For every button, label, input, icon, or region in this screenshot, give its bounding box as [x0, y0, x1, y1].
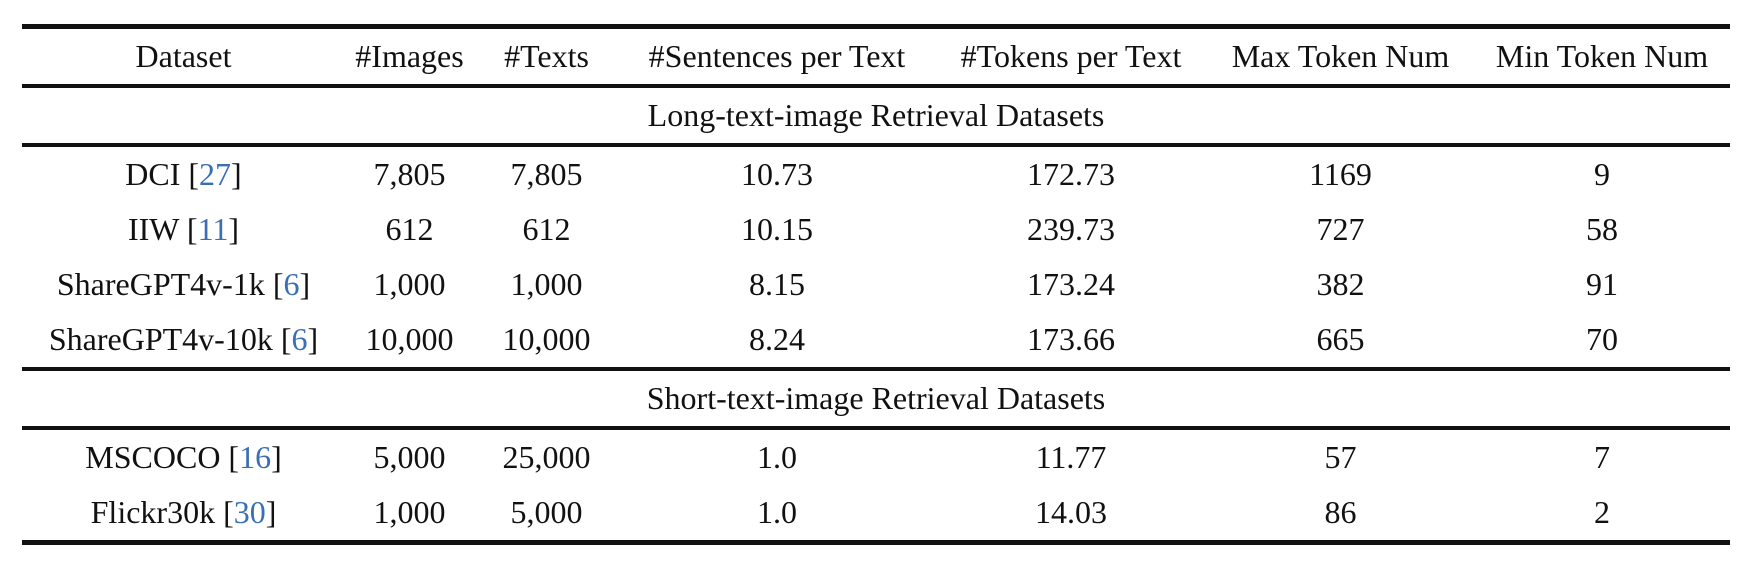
min-tokens-cell: 58 — [1586, 211, 1618, 247]
min-tokens-cell: 70 — [1586, 321, 1618, 357]
images-cell: 1,000 — [373, 266, 446, 302]
header-tokens: #Tokens per Text — [960, 38, 1182, 74]
header-row: Dataset #Images #Texts #Sentences per Te… — [22, 29, 1730, 84]
tokens-cell: 14.03 — [1035, 494, 1107, 530]
dataset-cell: Flickr30k [30] — [90, 494, 277, 530]
max-tokens-cell: 1169 — [1309, 156, 1372, 192]
header-rule — [22, 84, 1730, 88]
dataset-name: Flickr30k — [90, 494, 216, 530]
citation-link[interactable]: 11 — [197, 211, 229, 247]
images-cell: 1,000 — [373, 494, 446, 530]
header-min-tokens: Min Token Num — [1495, 38, 1709, 74]
texts-cell: 25,000 — [502, 439, 591, 475]
sentences-cell: 10.73 — [741, 156, 813, 192]
bottom-rule — [22, 540, 1730, 545]
section-title-short: Short-text-image Retrieval Datasets — [22, 371, 1730, 426]
min-tokens-cell: 2 — [1594, 494, 1610, 530]
min-tokens-cell: 7 — [1594, 439, 1610, 475]
dataset-name: DCI — [125, 156, 181, 192]
table-row: DCI [27] 7,805 7,805 10.73 172.73 1169 9 — [22, 147, 1730, 202]
dataset-name: IIW — [127, 211, 179, 247]
table-row: Flickr30k [30] 1,000 5,000 1.0 14.03 86 … — [22, 485, 1730, 540]
max-tokens-cell: 382 — [1316, 266, 1365, 302]
table-row: ShareGPT4v-1k [6] 1,000 1,000 8.15 173.2… — [22, 257, 1730, 312]
dataset-name: ShareGPT4v-10k — [48, 321, 273, 357]
sentences-cell: 10.15 — [741, 211, 813, 247]
sentences-cell: 1.0 — [757, 494, 797, 530]
table-row: MSCOCO [16] 5,000 25,000 1.0 11.77 57 7 — [22, 430, 1730, 485]
sentences-cell: 8.24 — [749, 321, 805, 357]
section-title: Short-text-image Retrieval Datasets — [646, 380, 1106, 416]
max-tokens-cell: 665 — [1316, 321, 1365, 357]
dataset-cell: ShareGPT4v-10k [6] — [48, 321, 319, 357]
dataset-cell: IIW [11] — [127, 211, 240, 247]
max-tokens-cell: 727 — [1316, 211, 1365, 247]
table-row: ShareGPT4v-10k [6] 10,000 10,000 8.24 17… — [22, 312, 1730, 367]
citation-link[interactable]: 6 — [283, 266, 300, 302]
images-cell: 10,000 — [365, 321, 454, 357]
dataset-name: MSCOCO — [85, 439, 221, 475]
citation-link[interactable]: 6 — [291, 321, 308, 357]
header-images: #Images — [355, 38, 464, 74]
citation-link[interactable]: 16 — [239, 439, 272, 475]
images-cell: 612 — [385, 211, 434, 247]
sentences-cell: 8.15 — [749, 266, 805, 302]
header-max-tokens: Max Token Num — [1231, 38, 1450, 74]
images-cell: 5,000 — [373, 439, 446, 475]
texts-cell: 5,000 — [510, 494, 583, 530]
tokens-cell: 239.73 — [1027, 211, 1115, 247]
table-row: IIW [11] 612 612 10.15 239.73 727 58 — [22, 202, 1730, 257]
citation-link[interactable]: 30 — [233, 494, 266, 530]
tokens-cell: 173.24 — [1027, 266, 1115, 302]
citation-link[interactable]: 27 — [199, 156, 232, 192]
texts-cell: 1,000 — [510, 266, 583, 302]
tokens-cell: 172.73 — [1027, 156, 1115, 192]
section-title: Long-text-image Retrieval Datasets — [647, 97, 1105, 133]
texts-cell: 10,000 — [502, 321, 591, 357]
min-tokens-cell: 91 — [1586, 266, 1618, 302]
texts-cell: 7,805 — [510, 156, 583, 192]
section-rule — [22, 143, 1730, 147]
dataset-statistics-table: Dataset #Images #Texts #Sentences per Te… — [22, 24, 1730, 545]
tokens-cell: 11.77 — [1035, 439, 1107, 475]
max-tokens-cell: 86 — [1324, 494, 1357, 530]
sentences-cell: 1.0 — [757, 439, 797, 475]
top-rule — [22, 24, 1730, 29]
dataset-cell: MSCOCO [16] — [85, 439, 282, 475]
section-title-long: Long-text-image Retrieval Datasets — [22, 88, 1730, 143]
header-texts: #Texts — [504, 38, 589, 74]
header-sentences: #Sentences per Text — [648, 38, 906, 74]
section-rule — [22, 426, 1730, 430]
header-dataset: Dataset — [135, 38, 232, 74]
dataset-name: ShareGPT4v-1k — [56, 266, 265, 302]
dataset-cell: ShareGPT4v-1k [6] — [56, 266, 311, 302]
max-tokens-cell: 57 — [1324, 439, 1357, 475]
images-cell: 7,805 — [373, 156, 446, 192]
dataset-cell: DCI [27] — [125, 156, 242, 192]
texts-cell: 612 — [522, 211, 571, 247]
min-tokens-cell: 9 — [1594, 156, 1610, 192]
tokens-cell: 173.66 — [1027, 321, 1115, 357]
section-rule — [22, 367, 1730, 371]
